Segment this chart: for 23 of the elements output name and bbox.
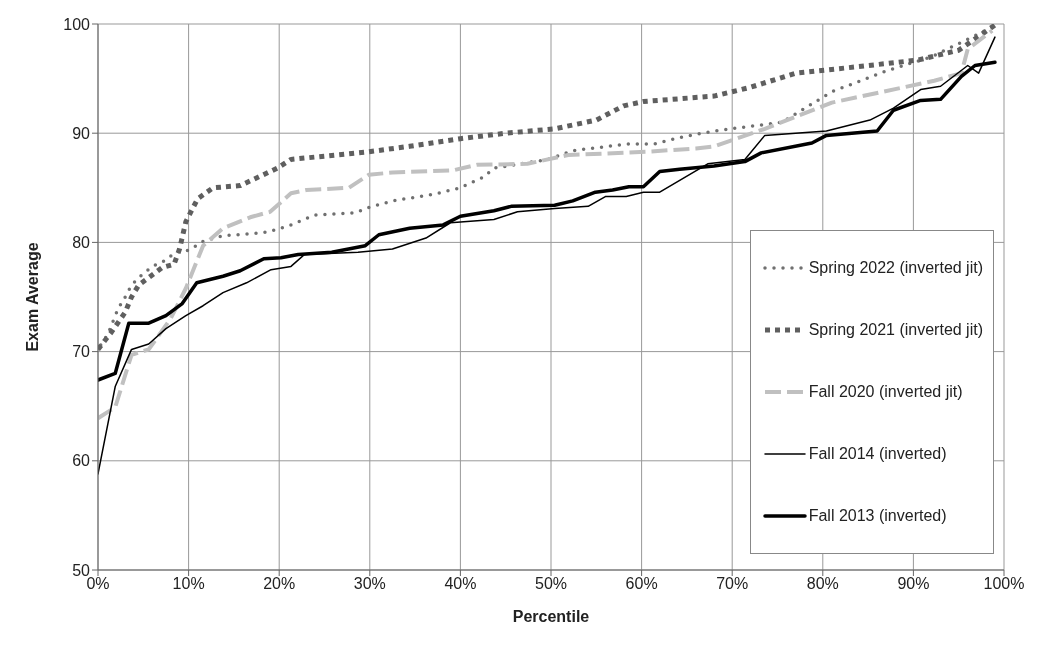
legend-label: Spring 2022 (inverted jit)	[808, 259, 983, 277]
legend-label: Fall 2013 (inverted)	[808, 507, 947, 525]
y-tick-label: 70	[72, 343, 91, 361]
x-tick-label: 80%	[806, 575, 839, 593]
x-tick-label: 40%	[444, 575, 477, 593]
x-tick-label: 60%	[625, 575, 658, 593]
y-tick-label: 90	[72, 124, 91, 142]
x-tick-label: 90%	[897, 575, 930, 593]
legend-label: Fall 2014 (inverted)	[808, 445, 947, 463]
y-axis-title: Exam Average	[23, 242, 41, 352]
x-tick-label: 50%	[534, 575, 568, 593]
x-tick-label: 100%	[983, 575, 1025, 593]
x-tick-label: 20%	[263, 575, 296, 593]
legend-label: Fall 2020 (inverted jit)	[808, 383, 963, 401]
x-axis-title: Percentile	[512, 608, 590, 625]
y-tick-label: 60	[72, 452, 91, 470]
x-tick-label: 10%	[172, 575, 205, 593]
y-tick-label: 100	[63, 15, 91, 33]
legend-label: Spring 2021 (inverted jit)	[808, 321, 983, 339]
x-tick-label: 0%	[86, 575, 110, 593]
y-tick-label: 80	[72, 234, 91, 252]
x-tick-label: 30%	[353, 575, 386, 593]
x-tick-label: 70%	[716, 575, 749, 593]
